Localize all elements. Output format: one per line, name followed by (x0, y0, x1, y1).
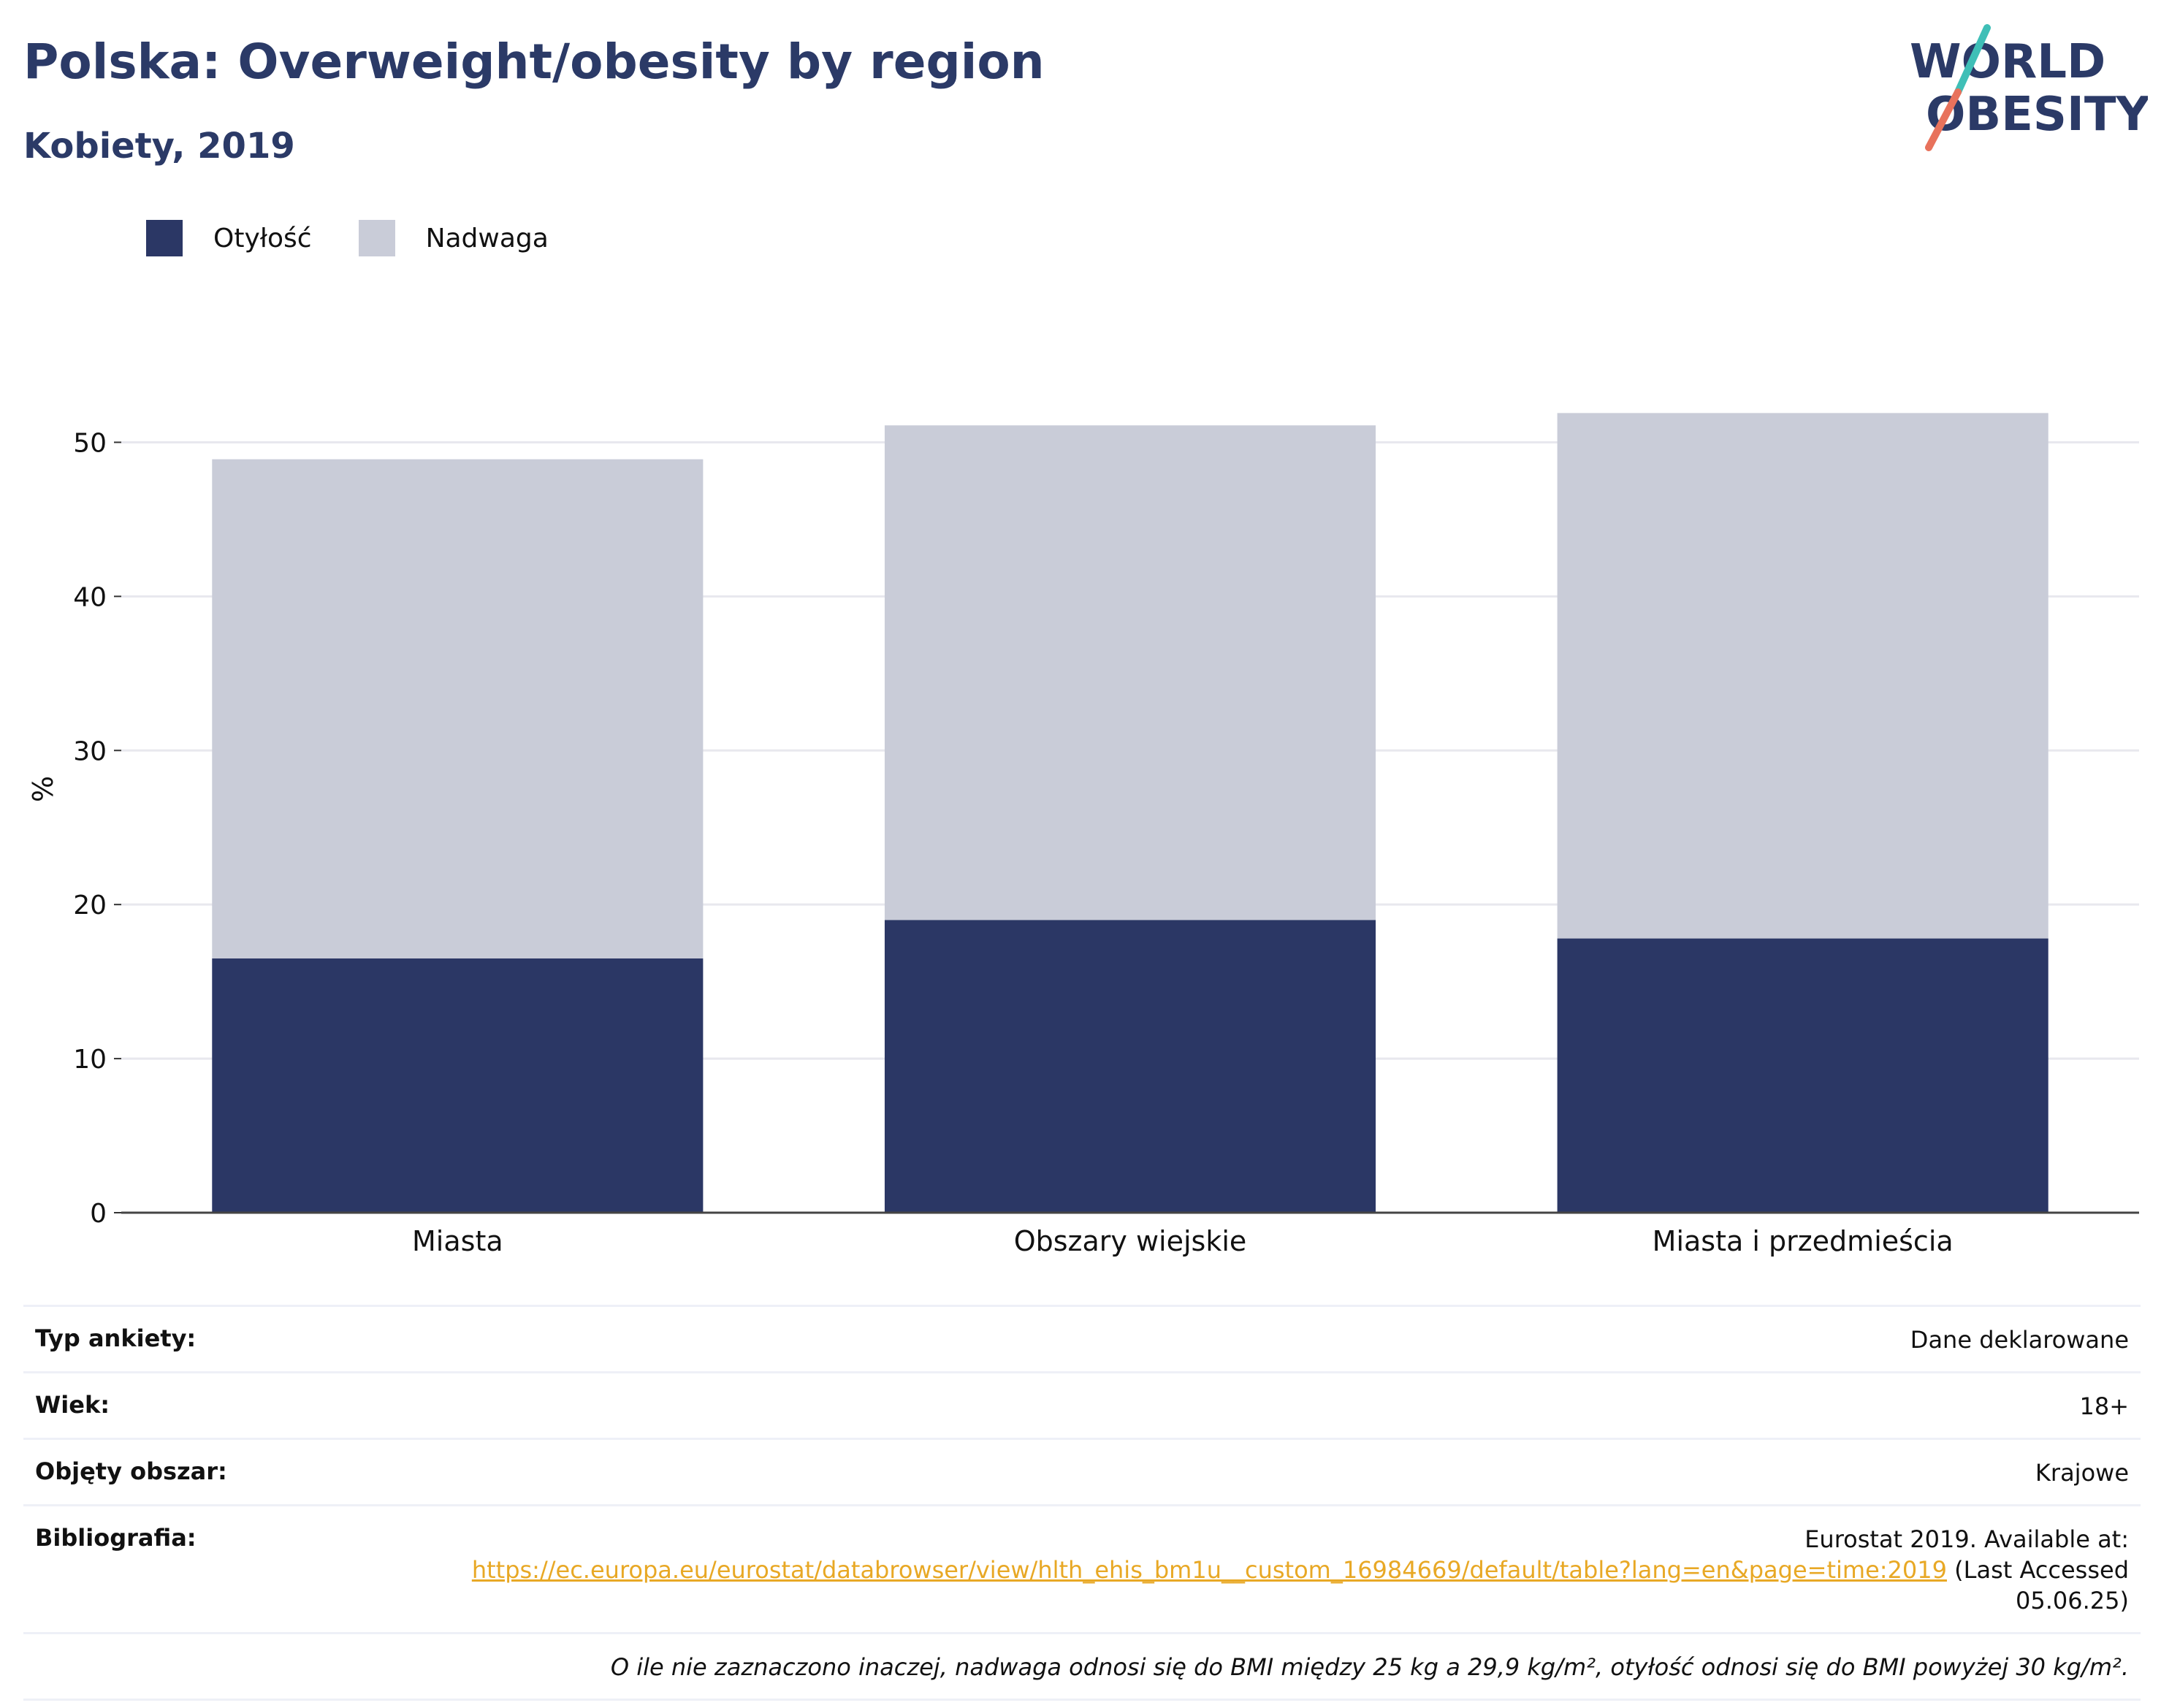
info-key-survey-type: Typ ankiety: (35, 1324, 197, 1352)
legend-swatch-otylosc (146, 220, 183, 256)
info-key-age: Wiek: (35, 1391, 110, 1419)
logo-line-2: OBESITY (1926, 88, 2148, 142)
legend-label-otylosc: Otyłość (213, 223, 312, 253)
legend-item-otylosc[interactable]: Otyłość (146, 220, 312, 256)
info-key-coverage: Objęty obszar: (35, 1457, 227, 1485)
bibliography-suffix: (Last Accessed 05.06.25) (1954, 1556, 2129, 1614)
bar-otylosc-0[interactable] (212, 958, 704, 1213)
legend-swatch-nadwaga (358, 220, 395, 256)
y-tick-labels: 0 10 20 30 40 50 (73, 428, 107, 1229)
logo-slash-teal (1954, 24, 1991, 96)
y-tick-50: 50 (73, 428, 107, 458)
info-value-survey-type: Dane deklarowane (1910, 1326, 2129, 1354)
bar-nadwaga-2[interactable] (1557, 413, 2048, 939)
y-tick-40: 40 (73, 582, 107, 612)
x-tick-1: Obszary wiejskie (1014, 1225, 1247, 1257)
legend-label-nadwaga: Nadwaga (425, 223, 549, 253)
info-value-bibliography: Eurostat 2019. Available at: https://ec.… (449, 1524, 2129, 1616)
info-row-bibliography: Bibliografia: Eurostat 2019. Available a… (23, 1506, 2141, 1634)
info-table: Typ ankiety: Dane deklarowane Wiek: 18+ … (23, 1305, 2141, 1701)
chart-legend: Otyłość Nadwaga (146, 216, 595, 260)
y-tick-30: 30 (73, 736, 107, 766)
info-key-bibliography: Bibliografia: (35, 1524, 197, 1552)
info-row-coverage: Objęty obszar: Krajowe (23, 1440, 2141, 1506)
info-row-survey-type: Typ ankiety: Dane deklarowane (23, 1307, 2141, 1373)
y-tick-20: 20 (73, 891, 107, 920)
bar-otylosc-2[interactable] (1557, 938, 2048, 1213)
bar-nadwaga-1[interactable] (884, 425, 1376, 920)
x-tick-0: Miasta (412, 1225, 503, 1257)
chart-subtitle: Kobiety, 2019 (23, 126, 295, 167)
legend-item-nadwaga[interactable]: Nadwaga (358, 220, 549, 256)
y-tick-0: 0 (90, 1199, 107, 1229)
world-obesity-logo: WORLD OBESITY (1910, 24, 2148, 151)
info-value-age: 18+ (2079, 1392, 2129, 1420)
info-row-age: Wiek: 18+ (23, 1373, 2141, 1440)
bar-otylosc-1[interactable] (884, 920, 1376, 1213)
y-axis-label: % (27, 776, 59, 802)
chart-title: Polska: Overweight/obesity by region (23, 34, 1045, 90)
info-value-coverage: Krajowe (2035, 1459, 2129, 1487)
bar-nadwaga-0[interactable] (212, 459, 704, 958)
bars (212, 413, 2048, 1213)
x-tick-2: Miasta i przedmieścia (1653, 1225, 1954, 1257)
logo-line-1: WORLD (1910, 35, 2105, 89)
y-tick-10: 10 (73, 1045, 107, 1075)
info-row-note: O ile nie zaznaczono inaczej, nadwaga od… (23, 1634, 2141, 1701)
bibliography-prefix: Eurostat 2019. Available at: (1804, 1525, 2129, 1553)
bibliography-link[interactable]: https://ec.europa.eu/eurostat/databrowse… (471, 1556, 1947, 1584)
x-tick-labels: Miasta Obszary wiejskie Miasta i przedmieś… (412, 1225, 1954, 1257)
bmi-definition-note: O ile nie zaznaczono inaczej, nadwaga od… (610, 1653, 2129, 1681)
logo-slash-coral (1925, 88, 1962, 151)
